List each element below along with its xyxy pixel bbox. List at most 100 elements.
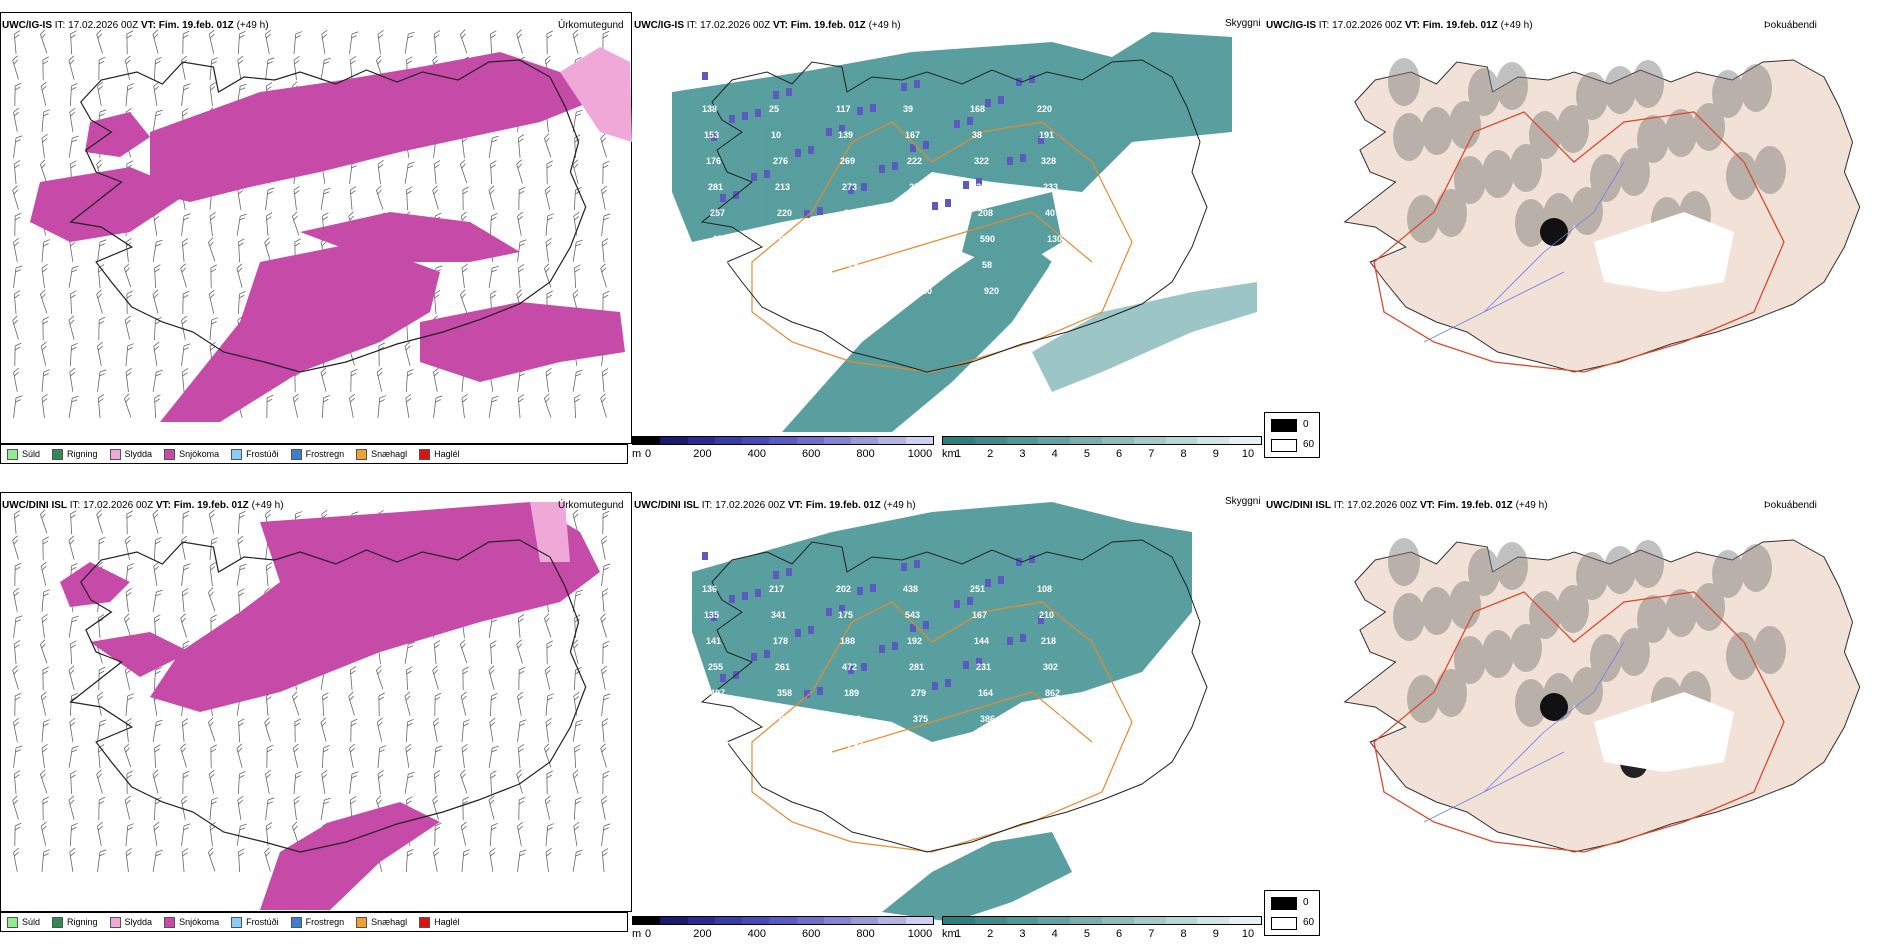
colorbar-segment: [687, 437, 715, 444]
legend-label: Rigning: [67, 449, 98, 459]
vis-label: 188: [840, 636, 855, 646]
it-label: IT:: [686, 20, 698, 31]
row1-ceiling-colorbar: m 0 200 400 600 800 1000: [632, 436, 934, 470]
colorbar-strip: [942, 916, 1262, 925]
vis-label: 154: [714, 740, 729, 750]
vis-label: 322: [974, 156, 989, 166]
vis-label: 920: [984, 286, 999, 296]
colorbar-tick: 3: [1019, 928, 1026, 940]
it-label: IT:: [1333, 500, 1345, 511]
colorbar-tick: 7: [1148, 448, 1155, 460]
row1-fog-map: [1264, 12, 1900, 464]
colorbar-segment: [1133, 917, 1166, 924]
snow-area: [300, 212, 520, 262]
fog-key-swatch: [1271, 917, 1297, 930]
vis-label: 279: [911, 688, 926, 698]
colorbar-tick: 2: [987, 928, 994, 940]
vis-label: 251: [970, 584, 985, 594]
legend-item: Snjókoma: [164, 916, 220, 928]
rivers: [1423, 641, 1625, 823]
vt-value: Fim. 19.feb. 01Z: [1437, 500, 1513, 511]
lead-time: (+49 h): [1500, 20, 1533, 31]
vis-label: 783: [783, 286, 798, 296]
low-vis-area: [672, 32, 1232, 242]
vis-label: 38: [972, 130, 982, 140]
vis-label: 358: [911, 208, 926, 218]
snow-area: [150, 52, 590, 202]
legend-swatch: [231, 448, 243, 460]
legend-item: Súld: [7, 916, 40, 928]
vt-label: VT:: [1419, 500, 1435, 511]
fog-key-label: 0: [1303, 419, 1309, 430]
vis-label: 175: [838, 610, 853, 620]
legend-label: Snjókoma: [179, 449, 220, 459]
roads: [1373, 111, 1785, 373]
row1-precip-panel: Súld Rigning Slydda Snjókoma Frostúði Frostre…: [0, 12, 632, 464]
row2-vis-type: Skyggni: [1225, 496, 1261, 507]
vt-label: VT:: [1404, 20, 1420, 31]
colorbar-segment: [1101, 917, 1134, 924]
vis-label: 220: [777, 208, 792, 218]
vis-label: 375: [913, 714, 928, 724]
vt-label: VT:: [787, 500, 803, 511]
legend-item: Frostregn: [290, 916, 344, 928]
row2-fog-title: UWC/DINI ISL IT: 17.02.2026 00Z VT: Fim.…: [1266, 500, 1548, 511]
colorbar-tick: 5: [1083, 448, 1090, 460]
colorbar-unit: km: [942, 928, 957, 940]
vis-label: 176: [706, 156, 721, 166]
vis-label: 490: [781, 740, 796, 750]
colorbar-segment: [851, 917, 879, 924]
legend-item: Frostúði: [231, 916, 279, 928]
vis-label: 257: [710, 208, 725, 218]
legend-item: Rigning: [52, 916, 98, 928]
it-value: 17.02.2026 00Z: [700, 20, 771, 31]
vis-label: 39: [903, 104, 913, 114]
dense-fog-spot: [1540, 218, 1568, 246]
row1-fog-type: Þokuábendi: [1764, 20, 1817, 31]
vis-label: 253: [712, 714, 727, 724]
colorbar-segment: [714, 917, 743, 924]
colorbar-tick: 400: [747, 928, 766, 940]
fog-shading: [1388, 58, 1786, 247]
vis-label: 191: [1039, 130, 1054, 140]
vis-label: 217: [769, 584, 784, 594]
colorbar-segment: [943, 917, 975, 924]
colorbar-tick: 3: [1019, 448, 1026, 460]
colorbar-segment: [660, 917, 688, 924]
legend-label: Snjókoma: [179, 917, 220, 927]
vis-label: 435: [712, 234, 727, 244]
snow-area: [90, 632, 190, 677]
colorbar-segment: [1038, 917, 1071, 924]
iceland-coastline: [700, 59, 1208, 373]
row2-ceiling-colorbar: m 0 200 400 600 800 1000: [632, 916, 934, 950]
legend-item: Frostúði: [231, 448, 279, 460]
vis-label: 276: [773, 156, 788, 166]
colorbar-segment: [1133, 437, 1166, 444]
legend-item: Snæhagl: [356, 448, 407, 460]
legend-label: Frostregn: [305, 449, 345, 459]
legend-label: Haglél: [434, 917, 460, 927]
colorbar-segment: [633, 437, 661, 444]
colorbar-tick: 5: [1083, 928, 1090, 940]
vis-label: 135: [704, 610, 719, 620]
vis-label: 218: [1041, 636, 1056, 646]
legend-item: Haglél: [419, 448, 460, 460]
legend-item: Frostregn: [290, 448, 345, 460]
colorbar-tick: 1000: [907, 448, 933, 460]
roads: [751, 601, 1133, 853]
colorbar-tick: 200: [693, 448, 712, 460]
vis-label: 328: [1049, 740, 1064, 750]
vis-label: 252: [781, 260, 796, 270]
vis-label: 305: [976, 182, 991, 192]
vis-label: 269: [840, 156, 855, 166]
colorbar-segment: [1197, 917, 1230, 924]
roads: [751, 121, 1133, 373]
vis-label: 91: [915, 260, 925, 270]
vis-label: 254: [909, 182, 924, 192]
row2-precip-panel: Súld Rigning Slydda Snjókoma Frostúði Frostre…: [0, 492, 632, 944]
vis-label: 273: [842, 182, 857, 192]
row1-vis-title: UWC/IG-IS IT: 17.02.2026 00Z VT: Fim. 19…: [634, 20, 901, 31]
rivers: [1423, 161, 1625, 343]
row1-vis-colorbar: km 1 2 3 4 5 6 7 8 9 10: [942, 436, 1262, 470]
row1-precip-legend: Súld Rigning Slydda Snjókoma Frostúði Frostre…: [0, 444, 628, 464]
